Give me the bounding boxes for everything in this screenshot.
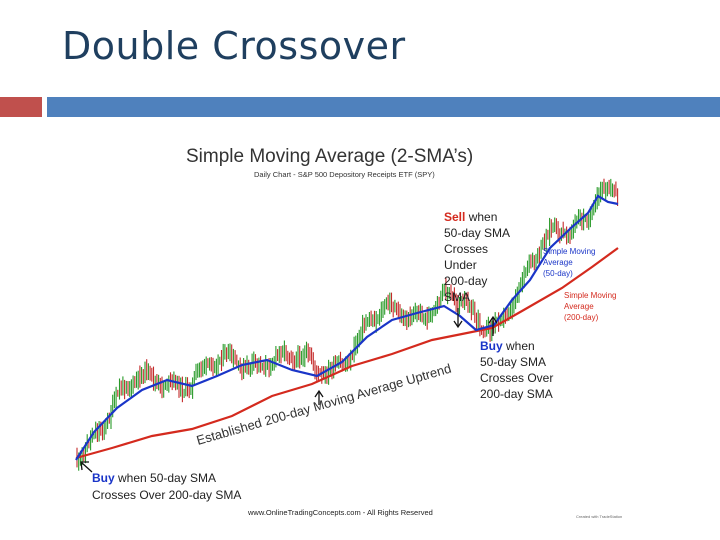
buy-2-line-3: 200-day SMA (480, 387, 553, 401)
sell-line-1: 50-day SMA (444, 226, 510, 240)
sma-chart: Simple Moving Average (2-SMA’s) Daily Ch… (72, 130, 632, 520)
sell-line-4: 200-day (444, 274, 487, 288)
sell-line-5: SMA (444, 290, 470, 304)
chart-footer: www.OnlineTradingConcepts.com - All Righ… (247, 508, 433, 517)
sma-200-legend-1: Simple Moving (564, 291, 616, 300)
buy-2-annotation: Buy when 50-day SMA Crosses Over 200-day… (480, 339, 557, 401)
buy-2-arrow-head (488, 315, 498, 324)
buy-2-line-2: Crosses Over (480, 371, 553, 385)
header-band (47, 97, 720, 117)
sma-200-legend: Simple Moving Average (200-day) (564, 291, 619, 322)
uptrend-arrow-head (314, 389, 324, 398)
buy-1-arrow (81, 462, 93, 473)
chart-subtitle: Daily Chart - S&P 500 Depository Receipt… (254, 170, 435, 179)
chart-background (72, 130, 632, 520)
buy-1-annotation: Buy when 50-day SMA Crosses Over 200-day… (92, 471, 241, 502)
buy-2-line-1: 50-day SMA (480, 355, 546, 369)
sma-50-legend-2: Average (543, 258, 573, 267)
buy-1-when: when 50-day SMA (115, 471, 216, 485)
buy-1-keyword: Buy (92, 471, 115, 485)
sell-keyword: Sell (444, 210, 465, 224)
buy-2-when: when (503, 339, 535, 353)
chart-title: Simple Moving Average (2-SMA’s) (186, 146, 473, 167)
buy-1-arrow-head (80, 461, 89, 471)
buy-2-keyword: Buy (480, 339, 503, 353)
buy-1-line-2: Crosses Over 200-day SMA (92, 488, 241, 502)
sma-200-legend-2: Average (564, 302, 594, 311)
header-band-accent (0, 97, 42, 117)
chart-watermark: Created with TradeStation (576, 514, 622, 519)
sma-50-legend: Simple Moving Average (50-day) (543, 247, 598, 278)
sma-200-legend-3: (200-day) (564, 313, 599, 322)
sell-arrow-head (453, 320, 463, 329)
slide-title: Double Crossover (62, 24, 406, 68)
price-bars (76, 178, 619, 471)
sell-line-2: Crosses (444, 242, 488, 256)
sell-when: when (465, 210, 497, 224)
sma-50-legend-3: (50-day) (543, 269, 573, 278)
sell-line-3: Under (444, 258, 477, 272)
sell-annotation: Sell when 50-day SMA Crosses Under 200-d… (444, 210, 513, 304)
sma-50-legend-1: Simple Moving (543, 247, 595, 256)
sma-50-line (75, 194, 619, 461)
sma-200-line (75, 247, 619, 460)
